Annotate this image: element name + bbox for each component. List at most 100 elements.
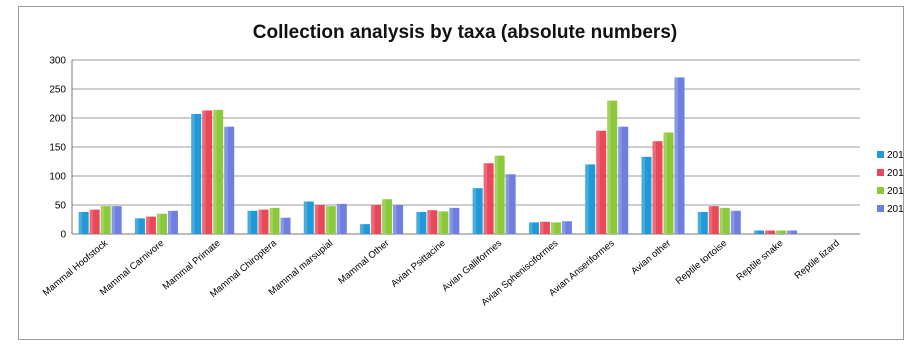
bar-highlight [314,205,319,234]
bar-highlight [382,199,386,234]
bar [449,207,460,234]
bar-highlight [145,216,150,234]
bar-highlight [505,174,510,234]
bar-highlight [202,110,206,234]
bar [258,209,269,234]
bar [719,207,730,234]
x-category-label: Reptile snake [734,238,785,283]
bar [483,163,494,234]
bar [303,201,314,234]
bar [494,155,505,234]
bar [89,209,100,234]
bar [776,230,787,234]
bar [393,205,404,234]
y-tick-label: 200 [49,114,66,125]
bar-highlight [303,201,308,234]
legend-swatch [877,151,884,158]
x-category-label: Avian other [629,238,673,277]
bar-highlight [528,222,533,234]
y-tick-label: 0 [60,230,66,241]
bar-highlight [765,230,769,234]
bar-highlight [561,221,566,234]
bar-highlight [754,230,758,234]
bar-highlight [618,126,622,234]
bar-highlight [719,207,724,234]
bar [754,230,765,234]
bar-highlight [280,217,284,234]
bar [765,230,776,234]
bar-highlight [156,213,161,234]
bar-highlight [371,205,375,234]
bar-highlight [213,109,217,234]
bar-highlight [550,222,555,234]
bar [213,109,224,234]
bar [156,213,167,234]
x-category-label: Avian Psittacine [389,238,448,290]
bar-highlight [641,156,645,234]
bar-highlight [449,207,453,234]
bar [585,164,596,234]
chart-frame [18,6,904,340]
bar [191,113,202,234]
bar [641,156,652,234]
bar [247,210,258,234]
bar-highlight [483,163,488,234]
x-category-label: Mammal Other [336,238,391,287]
bar-highlight [191,113,195,234]
x-category-label: Avian Galliformes [440,238,504,294]
bar-highlight [730,210,735,234]
bar-highlight [427,210,431,234]
bar [78,211,89,234]
bar-highlight [652,141,656,234]
bar [416,211,427,234]
bar [336,203,347,234]
bar [561,221,572,234]
bar [550,222,561,234]
bar-highlight [78,211,83,234]
bar [111,206,122,234]
bar-highlight [539,221,544,234]
bar [596,130,607,234]
bar-highlight [494,155,499,234]
y-tick-label: 150 [49,143,66,154]
bar-highlight [416,211,420,234]
y-tick-label: 300 [49,56,66,67]
bar-highlight [360,224,364,234]
y-tick-label: 250 [49,85,66,96]
bar [427,210,438,234]
legend-swatch [877,169,884,176]
bar [505,174,516,234]
bar [134,218,145,234]
bar-highlight [247,210,251,234]
bar [697,211,708,234]
bar-highlight [100,206,105,234]
bar [607,100,618,234]
y-tick-label: 50 [55,201,67,212]
bar-highlight [607,100,611,234]
bar [382,199,393,234]
bar [100,206,111,234]
bar [787,230,798,234]
bar [618,126,629,234]
bar [730,210,741,234]
bar [472,188,483,234]
bar [371,205,382,234]
bar-highlight [776,230,780,234]
bar-highlight [472,188,477,234]
bar [708,206,719,234]
grid-lines [71,59,860,235]
legend-label: 201 [887,204,904,215]
legend: 201 201 201 201 [877,150,904,215]
legend-swatch [877,205,884,212]
legend-label: 201 [887,168,904,179]
legend-swatch [877,187,884,194]
bar-highlight [224,126,228,234]
bar-highlight [596,130,600,234]
bar [438,211,449,234]
bar [360,224,371,234]
bar-highlight [269,207,273,234]
bar [269,207,280,234]
bar-highlight [708,206,713,234]
bar-highlight [697,211,702,234]
bar [663,132,674,234]
